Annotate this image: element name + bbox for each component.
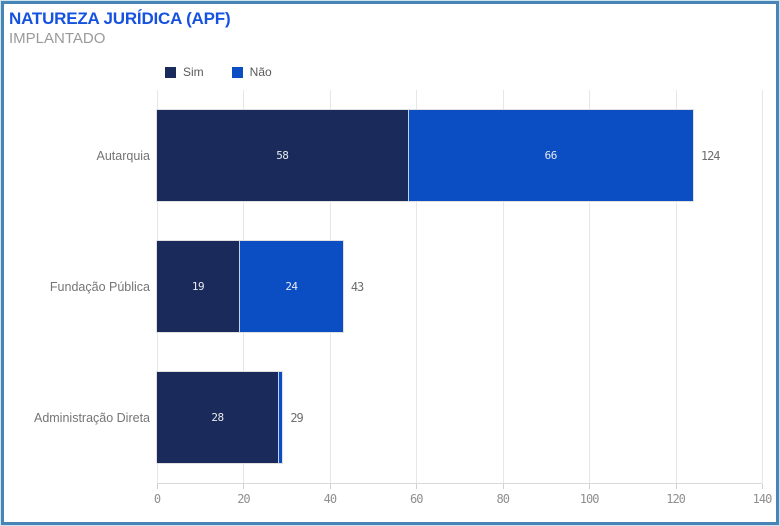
legend-swatch (231, 66, 243, 78)
x-tick (675, 484, 677, 489)
bar-chart-row: Autarquia 58 66 124 (4, 90, 762, 221)
bar-segment-label: 58 (276, 149, 289, 162)
bar-segment-nao[interactable]: 24 (239, 241, 343, 332)
x-axis-line (157, 483, 762, 484)
bar-stack: 58 66 (157, 110, 693, 201)
x-tick-label: 140 (752, 492, 773, 506)
bar-segment-label: 19 (191, 280, 205, 293)
bar-total-label: 43 (350, 279, 364, 294)
bar-segment-nao[interactable]: 66 (407, 110, 693, 201)
legend-swatch (165, 66, 176, 78)
bar-segment-sim[interactable]: 28 (157, 372, 278, 463)
bar-chart: Autarquia 58 66 124 Fundação Pública 19 24 43 Ad… (4, 90, 776, 506)
legend-label: Sim (183, 65, 204, 79)
x-tick-label: 40 (323, 492, 337, 506)
chart-title: NATUREZA JURÍDICA (APF) (9, 9, 231, 28)
x-tick-label: 80 (496, 492, 509, 506)
category-label: Administração Direta (33, 410, 150, 425)
bar-chart-row: Administração Direta 28 29 (4, 352, 762, 483)
plot-area: Autarquia 58 66 124 Fundação Pública 19 24 43 Ad… (34, 90, 763, 483)
x-tick-label: 60 (410, 492, 423, 506)
x-tick (589, 484, 591, 489)
bar-row: 28 29 (157, 372, 762, 463)
legend-item[interactable]: Sim (165, 65, 204, 79)
x-tick (762, 484, 763, 489)
x-tick (502, 484, 504, 489)
chart-header: NATUREZA JURÍDICA (APF) IMPLANTADO (9, 8, 231, 48)
gridline (589, 90, 591, 483)
bar-stack: 19 24 (157, 241, 343, 332)
bar-segment-sim[interactable]: 19 (157, 241, 240, 332)
legend-label: Não (249, 65, 272, 79)
category-label: Autarquia (96, 148, 150, 163)
gridline (416, 90, 418, 483)
bar-total-label: 124 (700, 148, 721, 163)
x-tick (157, 484, 158, 489)
bar-segment-label: 28 (211, 411, 224, 424)
bar-total-label: 29 (290, 410, 303, 425)
bar-segment-sim[interactable]: 58 (157, 110, 408, 201)
bar-row: 58 66 124 (157, 110, 762, 201)
category-label: Fundação Pública (49, 279, 150, 294)
legend-item[interactable]: Não (231, 65, 272, 79)
bar-stack: 28 (157, 372, 283, 463)
x-tick-label: 0 (153, 492, 161, 506)
x-axis: 0 20 40 60 80 100 120 140 (154, 483, 772, 509)
bar-segment-label: 66 (544, 149, 558, 162)
bar-chart-row: Fundação Pública 19 24 43 (4, 221, 762, 352)
bar-segment-nao[interactable] (277, 372, 283, 463)
x-tick (416, 484, 418, 489)
gridline (675, 90, 677, 483)
x-tick (243, 484, 245, 489)
gridline (762, 90, 763, 483)
bar-segment-label: 24 (285, 280, 298, 293)
chart-subtitle: IMPLANTADO (9, 30, 106, 47)
x-tick-label: 20 (237, 492, 250, 506)
x-tick-label: 120 (666, 492, 686, 506)
x-tick (329, 484, 331, 489)
x-tick-label: 100 (579, 492, 600, 506)
bar-row: 19 24 43 (157, 241, 762, 332)
gridline (502, 90, 504, 483)
legend: Sim Não (165, 65, 272, 79)
